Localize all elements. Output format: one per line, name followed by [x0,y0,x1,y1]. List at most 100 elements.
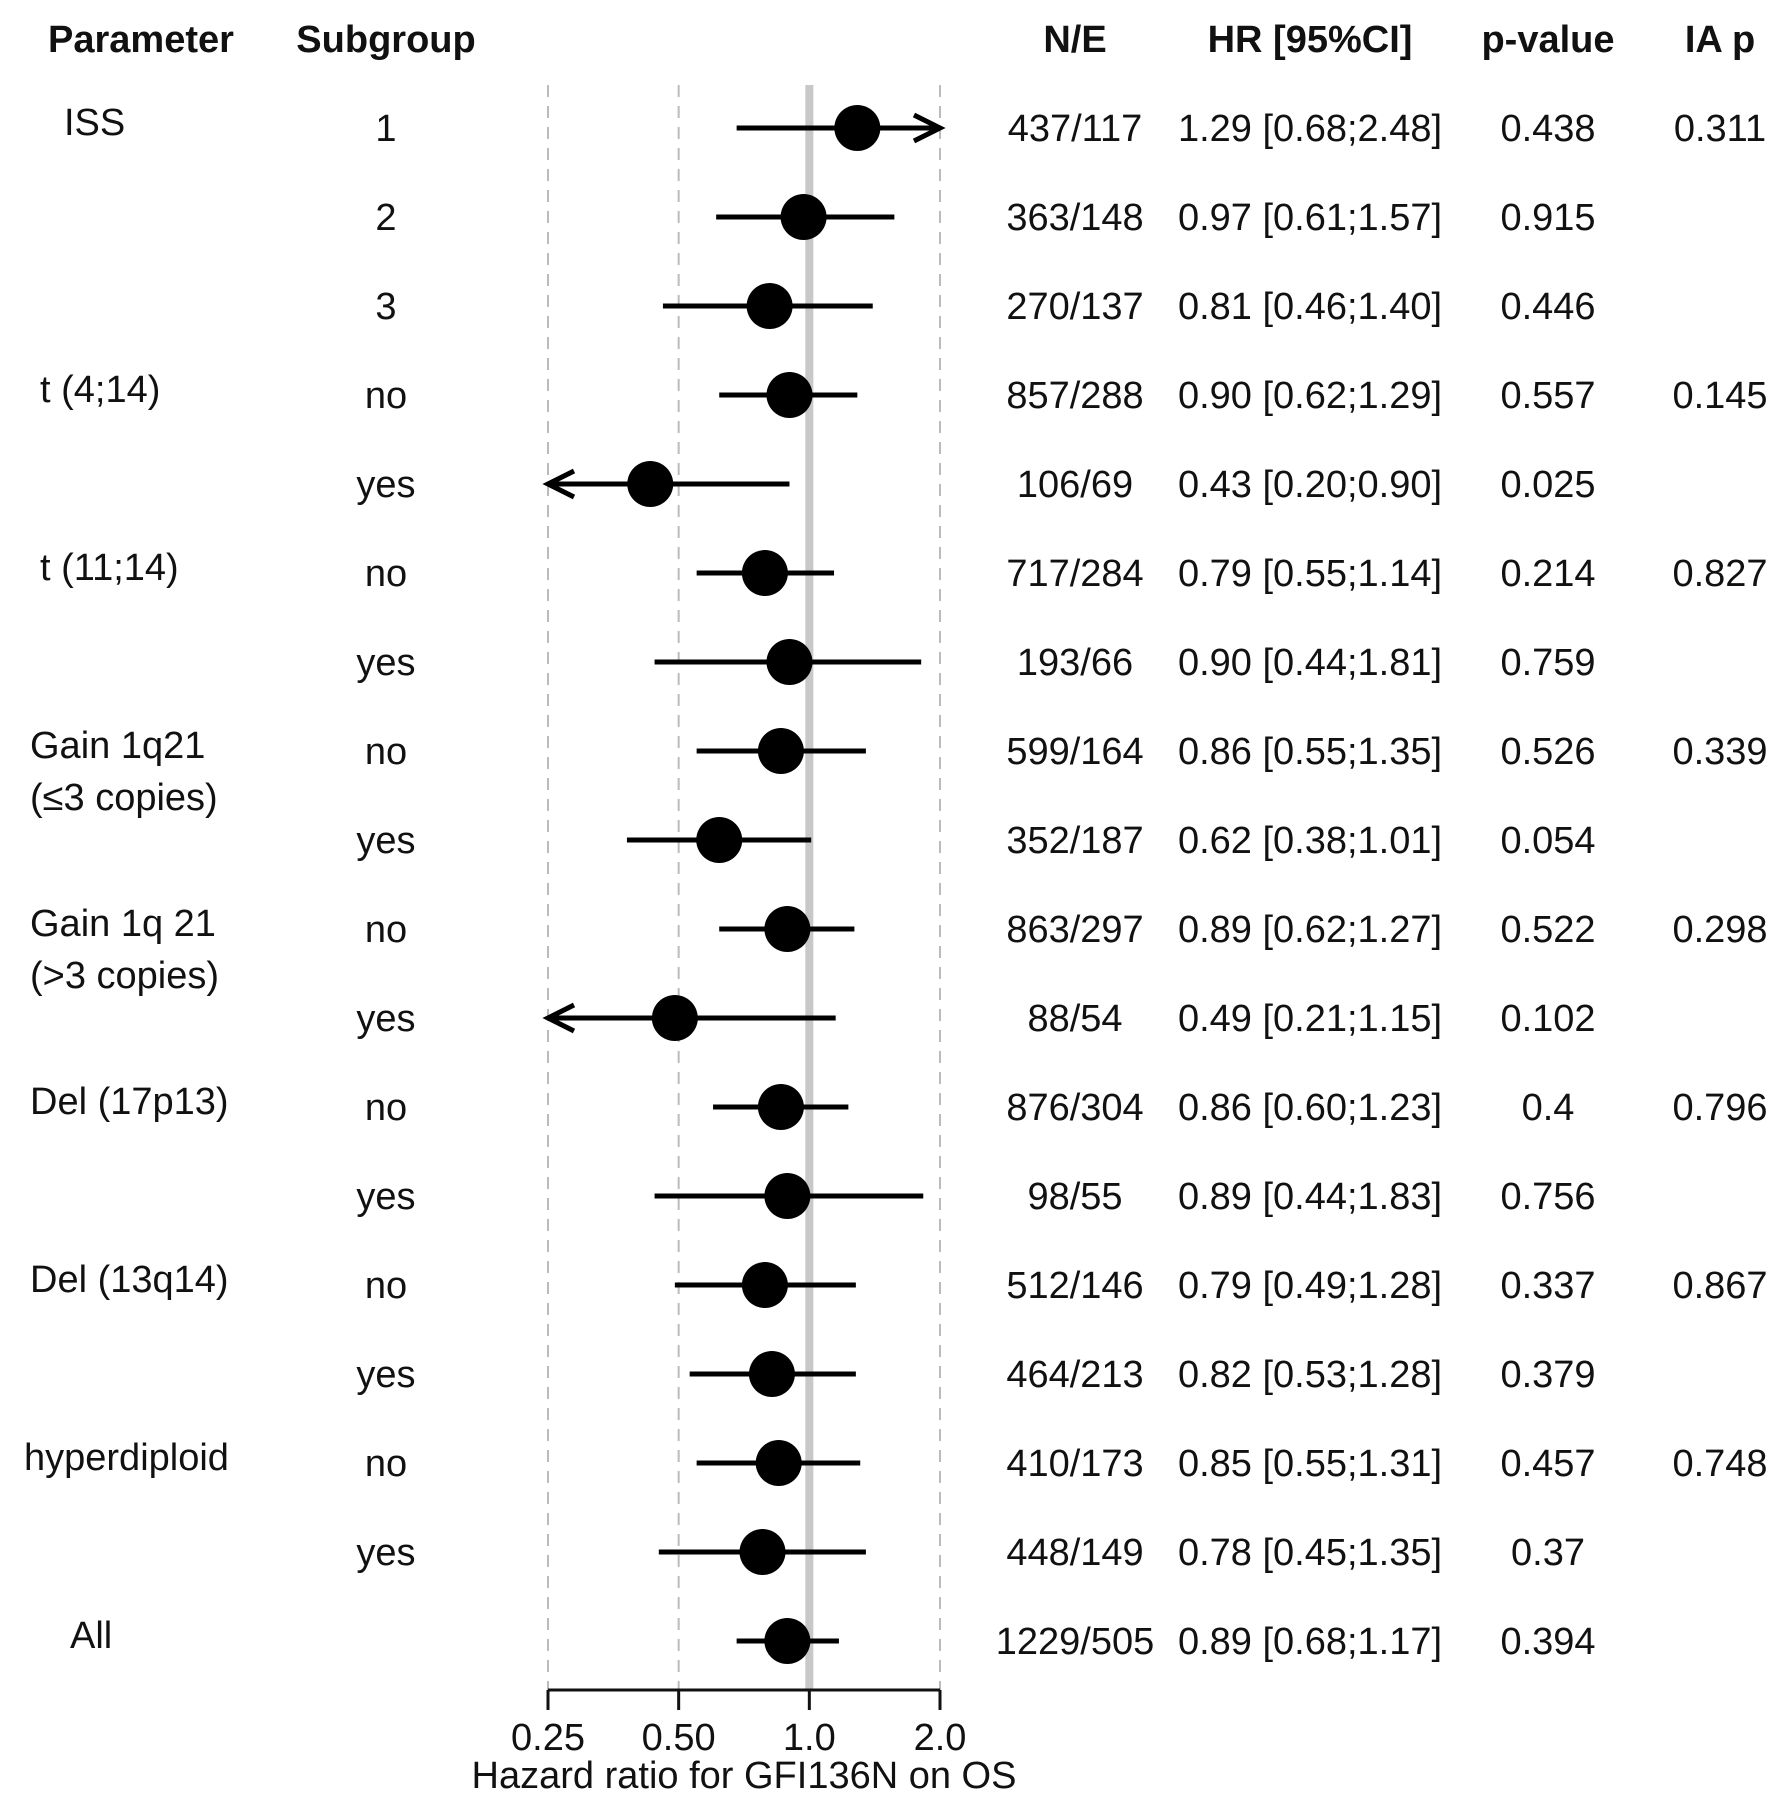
p-value: 0.446 [1500,286,1595,328]
hr-ci-value: 0.90 [0.44;1.81] [1178,642,1442,684]
hr-point [741,1262,788,1308]
plot-marks [542,105,946,1664]
ia-p-value: 0.339 [1672,731,1767,773]
hr-ci-value: 0.86 [0.60;1.23] [1178,1087,1442,1129]
ne-value: 88/54 [1027,998,1122,1040]
parameter-label: (>3 copies) [30,955,219,997]
x-axis: 0.25 0.50 1.0 2.0 [511,1688,967,1759]
p-value: 0.915 [1500,197,1595,239]
parameter-label: t (11;14) [40,547,179,589]
p-value: 0.379 [1500,1354,1595,1396]
ne-value: 437/117 [1008,108,1143,150]
ia-p-value: 0.298 [1672,909,1767,951]
subgroup-label: 1 [375,108,396,150]
ia-p-value: 0.748 [1672,1443,1767,1485]
p-value: 0.457 [1500,1443,1595,1485]
hr-point [627,461,674,507]
parameter-label: Del (13q14) [30,1259,229,1301]
hr-ci-value: 0.89 [0.44;1.83] [1178,1176,1442,1218]
ci-arrow-right [912,112,946,144]
subgroup-label: yes [356,998,415,1040]
subgroup-label: yes [356,1532,415,1574]
p-value: 0.337 [1500,1265,1595,1307]
hr-ci-value: 0.81 [0.46;1.40] [1178,286,1442,328]
subgroup-label: no [365,553,407,595]
hr-ci-value: 0.43 [0.20;0.90] [1178,464,1442,506]
header-parameter: Parameter [48,19,234,61]
ia-p-value: 0.796 [1672,1087,1767,1129]
hr-ci-value: 0.89 [0.62;1.27] [1178,909,1442,951]
p-value: 0.756 [1500,1176,1595,1218]
ne-value: 717/284 [1006,553,1143,595]
x-tick-label: 2.0 [914,1717,967,1759]
subgroup-label: yes [356,464,415,506]
ci-arrow-left [542,468,576,500]
p-value: 0.37 [1511,1532,1585,1574]
p-value: 0.394 [1500,1621,1595,1663]
header-p-value: p-value [1481,19,1614,61]
ne-value: 352/187 [1006,820,1143,862]
parameter-label: t (4;14) [40,369,160,411]
x-axis-label: Hazard ratio for GFI136N on OS [472,1755,1017,1797]
parameter-label: Gain 1q 21 [30,903,216,945]
ne-value: 270/137 [1006,286,1143,328]
hr-point [780,194,827,240]
hr-point [764,906,811,952]
header-subgroup: Subgroup [296,19,475,61]
ne-value: 410/173 [1006,1443,1143,1485]
hr-ci-value: 0.78 [0.45;1.35] [1178,1532,1442,1574]
hr-point [746,283,793,329]
subgroup-label: no [365,1265,407,1307]
subgroup-label: no [365,1087,407,1129]
ne-value: 464/213 [1006,1354,1143,1396]
hr-ci-value: 0.90 [0.62;1.29] [1178,375,1442,417]
hr-ci-value: 0.97 [0.61;1.57] [1178,197,1442,239]
plot-gridlines [547,85,941,1690]
p-value: 0.557 [1500,375,1595,417]
ne-value: 98/55 [1027,1176,1122,1218]
hr-point [739,1529,786,1575]
p-value: 0.759 [1500,642,1595,684]
ia-p-value: 0.145 [1672,375,1767,417]
hr-ci-value: 0.86 [0.55;1.35] [1178,731,1442,773]
parameter-label: (≤3 copies) [30,777,218,819]
ne-value: 1229/505 [996,1621,1155,1663]
ne-value: 857/288 [1006,375,1143,417]
ia-p-value: 0.827 [1672,553,1767,595]
ne-value: 876/304 [1006,1087,1143,1129]
header-hr: HR [95%CI] [1208,19,1413,61]
data-table: ISS t (4;14) t (11;14) Gain 1q21 (≤3 copies)… [24,102,1768,1663]
subgroup-label: yes [356,1176,415,1218]
hr-point [748,1351,795,1397]
parameter-label: ISS [64,102,125,144]
p-value: 0.522 [1500,909,1595,951]
subgroup-label: 3 [375,286,396,328]
hr-ci-value: 1.29 [0.68;2.48] [1178,108,1442,150]
p-value: 0.054 [1500,820,1595,862]
hr-point [755,1440,802,1486]
p-value: 0.4 [1522,1087,1575,1129]
hr-point [651,995,698,1041]
parameter-label: All [70,1615,112,1657]
hr-ci-value: 0.79 [0.55;1.14] [1178,553,1442,595]
hr-ci-value: 0.62 [0.38;1.01] [1178,820,1442,862]
subgroup-label: yes [356,1354,415,1396]
x-tick-label: 1.0 [783,1717,836,1759]
ne-value: 863/297 [1006,909,1143,951]
p-value: 0.102 [1500,998,1595,1040]
table-headers: Parameter Subgroup N/E HR [95%CI] p-valu… [48,19,1755,61]
hr-ci-value: 0.79 [0.49;1.28] [1178,1265,1442,1307]
hr-ci-value: 0.89 [0.68;1.17] [1178,1621,1442,1663]
hr-point [741,550,788,596]
hr-point [766,372,813,418]
p-value: 0.214 [1500,553,1595,595]
hr-point [696,817,743,863]
hr-ci-value: 0.49 [0.21;1.15] [1178,998,1442,1040]
ne-value: 448/149 [1006,1532,1143,1574]
p-value: 0.526 [1500,731,1595,773]
hr-point [757,1084,804,1130]
hr-ci-value: 0.82 [0.53;1.28] [1178,1354,1442,1396]
x-tick-label: 0.50 [642,1717,716,1759]
subgroup-label: no [365,731,407,773]
